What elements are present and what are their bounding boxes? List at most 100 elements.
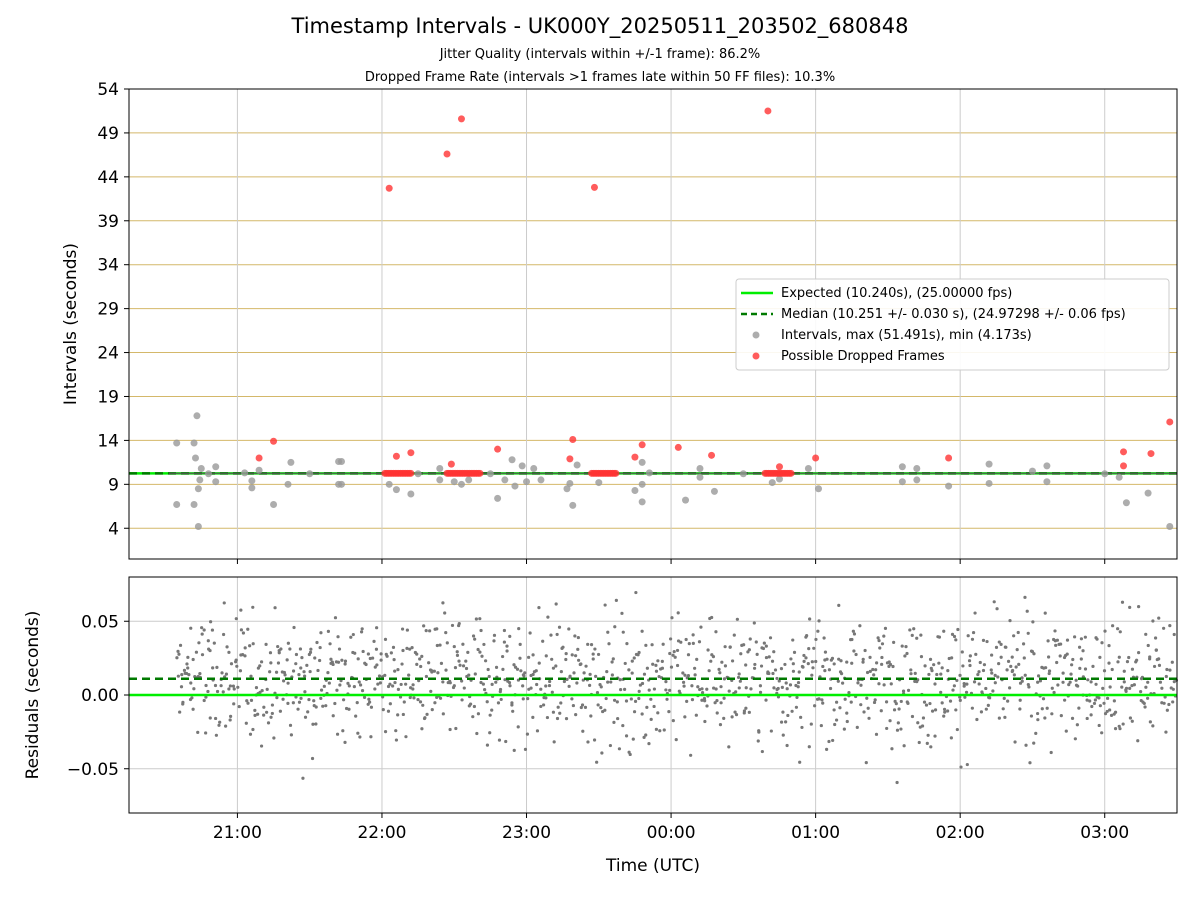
residual-point xyxy=(999,642,1003,646)
residual-point xyxy=(606,630,610,634)
residual-point xyxy=(490,682,494,687)
interval-point xyxy=(1122,499,1130,507)
residual-point xyxy=(474,617,478,621)
top-ytick-label: 19 xyxy=(97,387,119,407)
residual-point xyxy=(859,683,863,687)
residual-point xyxy=(336,660,341,664)
residual-point xyxy=(1108,708,1112,712)
residual-point xyxy=(804,656,808,660)
residual-point xyxy=(253,713,257,717)
bottom-xtick-label: 22:00 xyxy=(357,823,406,843)
residual-point xyxy=(537,661,541,665)
residual-point xyxy=(930,709,935,713)
residual-point xyxy=(182,668,187,672)
dropped-frame-point xyxy=(612,469,620,477)
residual-point xyxy=(921,716,926,720)
residual-point xyxy=(1086,678,1090,682)
residual-point xyxy=(1154,648,1158,652)
interval-point xyxy=(190,501,198,509)
residual-point xyxy=(1008,619,1012,623)
residual-point xyxy=(214,733,218,737)
residual-point xyxy=(892,708,897,712)
residual-point xyxy=(341,729,345,733)
residual-point xyxy=(576,635,580,640)
residual-point xyxy=(993,673,997,677)
dropped-frame-point xyxy=(1120,448,1128,456)
residual-point xyxy=(396,687,401,691)
residual-point xyxy=(1100,731,1104,735)
residual-point xyxy=(1050,686,1054,690)
residual-point xyxy=(1056,683,1060,687)
residual-point xyxy=(595,760,599,764)
residual-point xyxy=(435,627,439,631)
residual-point xyxy=(690,684,694,688)
residual-point xyxy=(259,744,264,748)
interval-point xyxy=(768,479,776,487)
residual-point xyxy=(232,702,236,706)
interval-point xyxy=(205,470,213,478)
residual-point xyxy=(1036,680,1040,684)
residual-point xyxy=(605,670,609,674)
residual-point xyxy=(791,669,796,673)
residual-point xyxy=(206,689,210,694)
residual-point xyxy=(660,659,664,663)
residual-point xyxy=(855,725,859,729)
residual-point xyxy=(713,701,717,705)
residual-point xyxy=(229,662,234,666)
residual-point xyxy=(859,703,863,707)
residual-point xyxy=(929,745,933,749)
residual-point xyxy=(970,637,975,641)
residual-point xyxy=(757,729,761,733)
residual-point xyxy=(551,710,556,714)
residual-point xyxy=(269,661,273,665)
dropped-frame-point xyxy=(945,454,953,462)
residual-point xyxy=(767,655,771,659)
residual-point xyxy=(206,639,210,643)
residual-point xyxy=(686,653,691,657)
residual-point xyxy=(877,682,881,686)
residual-point xyxy=(797,670,801,674)
residual-point xyxy=(539,687,543,691)
residual-point xyxy=(927,672,931,677)
residual-point xyxy=(839,659,843,663)
residual-point xyxy=(282,679,286,683)
residual-point xyxy=(706,648,710,652)
residual-point xyxy=(642,735,646,739)
residual-point xyxy=(184,671,189,676)
residual-point xyxy=(784,720,788,724)
residual-point xyxy=(752,666,757,670)
residual-point xyxy=(1074,678,1078,682)
residual-point xyxy=(352,685,356,689)
residual-point xyxy=(764,644,768,648)
residual-point xyxy=(196,730,200,735)
interval-point xyxy=(985,460,993,468)
residual-point xyxy=(1085,716,1089,721)
residual-point xyxy=(882,634,886,638)
residual-point xyxy=(324,704,328,708)
residual-point xyxy=(180,673,184,677)
residual-point xyxy=(1144,632,1148,636)
residual-point xyxy=(734,690,738,694)
residual-point xyxy=(535,682,539,687)
interval-point xyxy=(569,501,577,509)
residual-point xyxy=(1010,655,1014,659)
residual-point xyxy=(700,687,704,691)
residual-point xyxy=(236,685,240,689)
residual-point xyxy=(313,656,317,660)
residual-point xyxy=(329,657,333,661)
residual-point xyxy=(234,658,238,662)
residual-point xyxy=(356,731,360,735)
residual-point xyxy=(523,747,528,751)
residual-point xyxy=(471,634,476,638)
residual-point xyxy=(346,681,350,685)
residual-point xyxy=(894,702,898,706)
residual-point xyxy=(996,675,1000,679)
residual-point xyxy=(291,701,295,705)
residual-point xyxy=(850,661,854,665)
residual-point xyxy=(1170,660,1174,664)
residual-point xyxy=(328,642,332,646)
dropped-frame-point xyxy=(255,454,263,462)
residual-point xyxy=(1144,685,1148,689)
residual-point xyxy=(1157,616,1161,620)
residual-point xyxy=(783,662,787,667)
